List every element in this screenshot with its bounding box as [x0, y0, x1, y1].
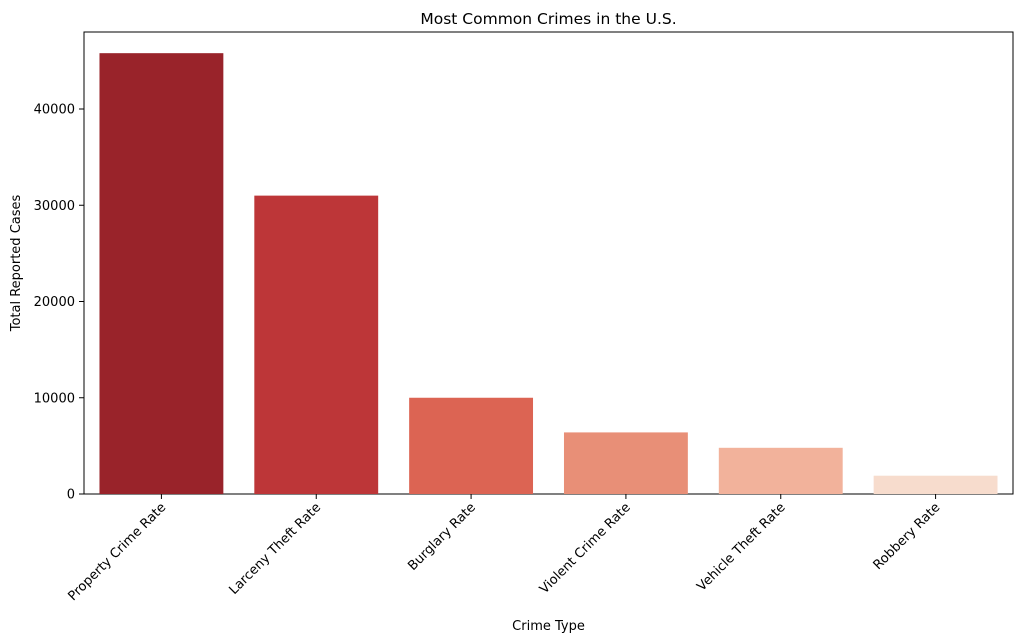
y-axis-ticks: 0 10000 20000 30000 40000 [34, 103, 84, 503]
y-tick-label: 10000 [34, 391, 75, 406]
bar-vehicle-theft-rate [718, 447, 843, 494]
y-tick-label: 20000 [34, 295, 75, 310]
y-tick-label: 30000 [34, 199, 75, 214]
bar-property-crime-rate [99, 53, 224, 495]
chart-title: Most Common Crimes in the U.S. [420, 10, 676, 28]
bar-violent-crime-rate [563, 432, 688, 494]
x-tick-label: Robbery Rate [871, 500, 944, 573]
bar-burglary-rate [409, 397, 534, 494]
x-tick-label: Violent Crime Rate [537, 500, 634, 597]
bars-group [99, 53, 998, 495]
x-axis-ticks: Property Crime Rate Larceny Theft Rate Bur… [65, 494, 943, 604]
plot-area [83, 31, 1014, 495]
bar-robbery-rate [873, 475, 998, 494]
y-tick-label: 40000 [34, 103, 75, 118]
x-axis-title: Crime Type [512, 619, 585, 634]
bar-larceny-theft-rate [254, 195, 379, 494]
x-tick-label: Burglary Rate [405, 500, 479, 574]
y-tick-label: 0 [67, 488, 75, 503]
y-axis-title: Total Reported Cases [9, 194, 24, 332]
x-tick-label: Vehicle Theft Rate [694, 500, 788, 594]
x-tick-label: Property Crime Rate [65, 500, 169, 604]
x-tick-label: Larceny Theft Rate [226, 500, 324, 598]
